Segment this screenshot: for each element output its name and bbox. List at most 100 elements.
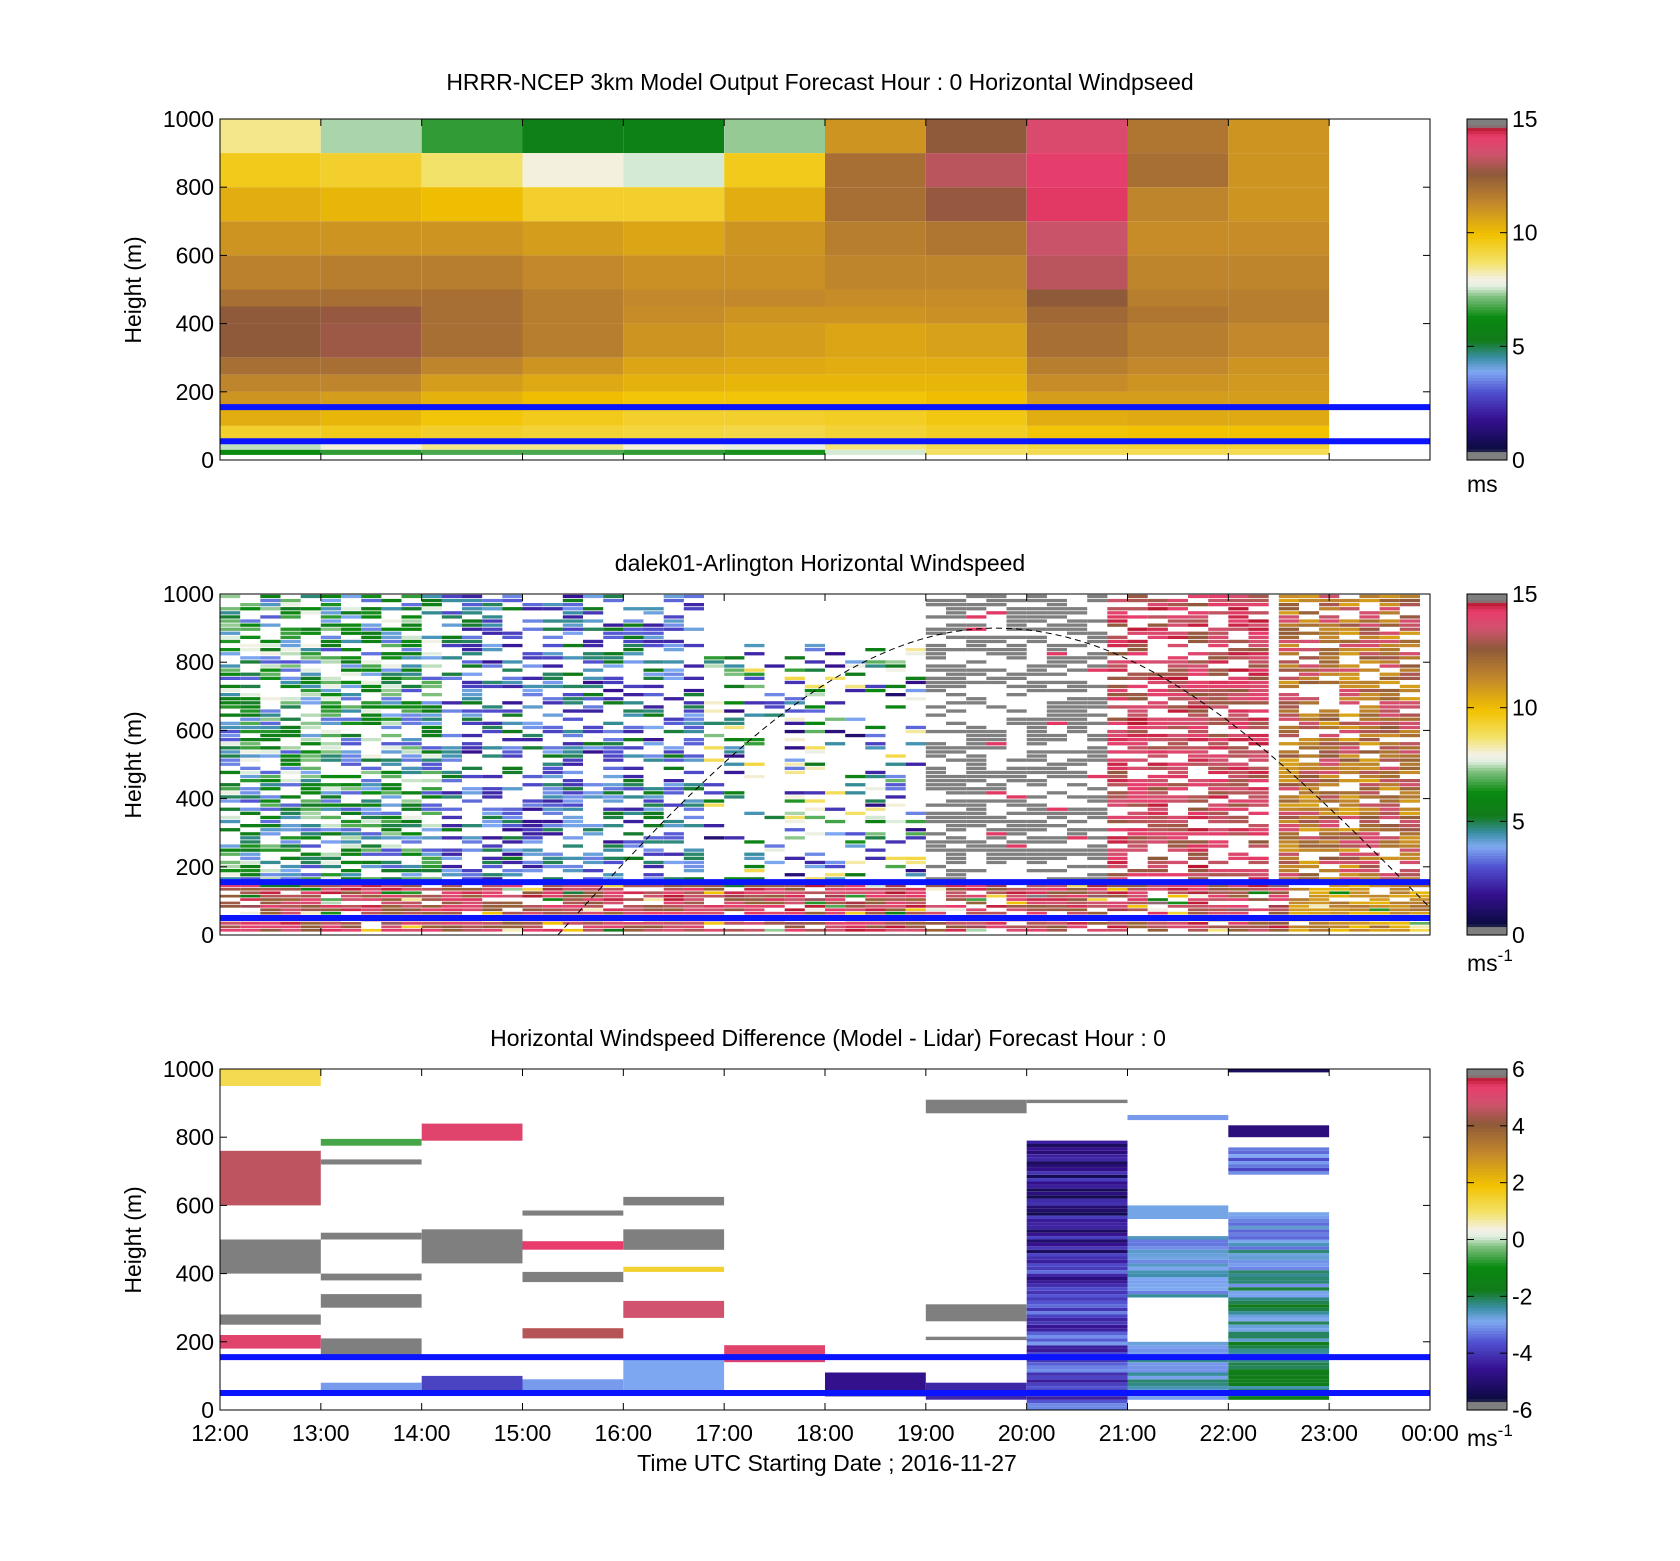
- heatmap-cell: [1188, 799, 1209, 803]
- heatmap-cell: [683, 738, 704, 742]
- heatmap-cell: [1339, 754, 1360, 758]
- heatmap-cell: [1278, 864, 1299, 869]
- heatmap-cell: [946, 799, 967, 803]
- heatmap-cell: [280, 807, 301, 811]
- heatmap-cell: [663, 787, 684, 791]
- heatmap-cell: [361, 844, 382, 848]
- heatmap-cell: [1087, 844, 1108, 848]
- heatmap-cell: [502, 684, 523, 689]
- colorbar-segment: [1467, 1151, 1507, 1155]
- heatmap-cell: [502, 594, 523, 599]
- heatmap-cell: [482, 925, 503, 929]
- heatmap-cell: [865, 648, 886, 652]
- heatmap-cell: [381, 925, 402, 929]
- heatmap-cell: [1067, 611, 1088, 615]
- heatmap-cell: [1107, 664, 1128, 668]
- heatmap-cell: [361, 594, 382, 599]
- heatmap-cell: [583, 643, 604, 648]
- heatmap-cell: [320, 639, 341, 644]
- heatmap-cell: [1339, 693, 1360, 697]
- heatmap-cell: [1339, 738, 1360, 742]
- heatmap-cell: [1046, 836, 1067, 840]
- heatmap-cell: [1067, 911, 1088, 915]
- heatmap-cell: [462, 877, 483, 881]
- heatmap-cell: [220, 652, 241, 656]
- heatmap-cell: [966, 770, 987, 775]
- panel-difference-heatmap: [220, 1069, 1330, 1410]
- heatmap-cell: [300, 774, 321, 779]
- heatmap-cell: [1127, 1236, 1229, 1240]
- heatmap-cell: [320, 1294, 422, 1308]
- heatmap-cell: [683, 869, 704, 873]
- heatmap-cell: [1107, 623, 1128, 627]
- heatmap-cell: [240, 754, 261, 758]
- heatmap-cell: [401, 884, 422, 888]
- heatmap-cell: [280, 676, 301, 680]
- heatmap-cell: [240, 856, 261, 860]
- heatmap-cell: [462, 750, 483, 754]
- heatmap-cell: [623, 684, 644, 689]
- heatmap-cell: [562, 733, 583, 738]
- heatmap-cell: [845, 660, 866, 664]
- heatmap-cell: [1067, 836, 1088, 840]
- heatmap-cell: [441, 611, 462, 615]
- heatmap-cell: [1107, 766, 1128, 770]
- heatmap-cell: [784, 709, 805, 713]
- heatmap-cell: [361, 891, 382, 895]
- heatmap-cell: [1228, 684, 1249, 689]
- colorbar-segment: [1467, 1086, 1507, 1090]
- heatmap-cell: [1248, 701, 1269, 705]
- colorbar-segment: [1467, 289, 1507, 293]
- heatmap-cell: [1188, 848, 1209, 852]
- heatmap-cell: [522, 905, 543, 908]
- heatmap-cell: [1167, 840, 1188, 844]
- heatmap-cell: [946, 598, 967, 603]
- heatmap-cell: [946, 684, 967, 689]
- heatmap-cell: [542, 672, 563, 676]
- heatmap-cell: [1026, 1253, 1128, 1257]
- heatmap-cell: [1399, 623, 1420, 627]
- heatmap-cell: [1167, 905, 1188, 908]
- heatmap-cell: [623, 819, 644, 824]
- heatmap-cell: [421, 611, 442, 615]
- heatmap-cell: [1087, 631, 1108, 635]
- heatmap-cell: [441, 911, 462, 915]
- heatmap-cell: [623, 832, 644, 836]
- heatmap-cell: [1339, 762, 1360, 766]
- heatmap-cell: [1399, 619, 1420, 623]
- colorbar-segment: [1467, 1270, 1507, 1275]
- heatmap-cell: [804, 832, 825, 836]
- heatmap-cell: [1379, 693, 1400, 697]
- heatmap-cell: [1228, 1222, 1330, 1226]
- heatmap-cell: [966, 639, 987, 644]
- colorbar-segment: [1467, 795, 1507, 800]
- heatmap-cell: [1228, 676, 1249, 680]
- heatmap-cell: [724, 928, 745, 932]
- heatmap-cell: [683, 884, 704, 888]
- colorbar-segment: [1467, 195, 1507, 200]
- heatmap-cell: [1087, 594, 1108, 599]
- heatmap-cell: [260, 774, 281, 779]
- colorbar-segment: [1467, 1350, 1507, 1354]
- heatmap-cell: [1026, 1154, 1128, 1158]
- heatmap-cell: [522, 607, 543, 611]
- heatmap-cell: [462, 873, 483, 877]
- heatmap-cell: [1379, 619, 1400, 623]
- heatmap-cell: [704, 758, 725, 762]
- heatmap-cell: [583, 668, 604, 672]
- heatmap-cell: [1167, 738, 1188, 742]
- heatmap-cell: [1046, 733, 1067, 738]
- heatmap-cell: [300, 894, 321, 898]
- heatmap-cell: [1379, 856, 1400, 860]
- colorbar-segment: [1467, 1353, 1507, 1357]
- heatmap-cell: [1228, 873, 1249, 877]
- heatmap-cell: [1288, 908, 1309, 912]
- heatmap-cell: [441, 864, 462, 869]
- colorbar-segment: [1467, 875, 1507, 879]
- heatmap-cell: [1298, 828, 1320, 832]
- heatmap-cell: [1339, 828, 1360, 832]
- heatmap-cell: [482, 873, 503, 877]
- heatmap-cell: [1319, 783, 1340, 787]
- heatmap-cell: [462, 648, 483, 652]
- heatmap-cell: [1399, 840, 1420, 844]
